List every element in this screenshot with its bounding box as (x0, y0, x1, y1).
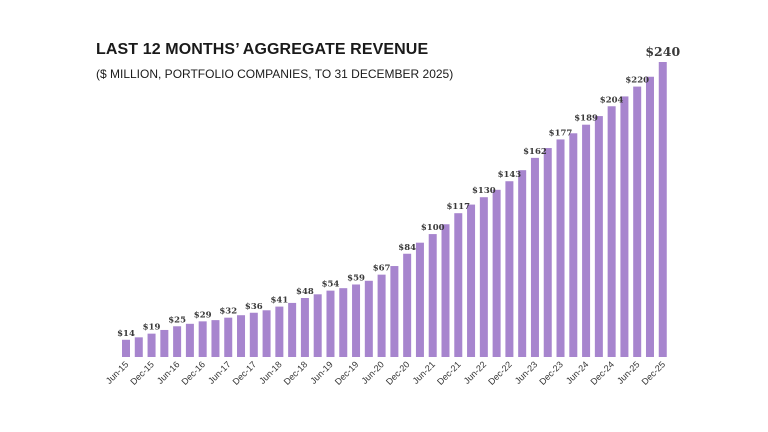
bar-Dec-15 (147, 333, 156, 357)
bar-Mar-21 (415, 242, 424, 357)
x-tick-label: Dec-18 (282, 359, 310, 387)
bar-Dec-25 (658, 62, 667, 357)
data-label: $67 (373, 264, 391, 274)
bar-Sep-21 (441, 224, 450, 357)
bar-Mar-25 (620, 96, 629, 358)
data-label: $29 (194, 310, 212, 320)
data-label: $162 (523, 147, 547, 157)
bar-Jun-20 (377, 274, 386, 357)
bar-Sep-25 (645, 76, 654, 357)
data-label: $59 (347, 273, 365, 283)
bar-Sep-19 (339, 288, 348, 357)
bar-Mar-16 (160, 329, 169, 357)
bar-Sep-24 (594, 116, 603, 357)
x-tick-label: Dec-24 (588, 359, 616, 387)
data-label: $143 (498, 170, 522, 180)
bar-Sep-17 (237, 315, 246, 357)
bar-Jun-15 (122, 339, 130, 357)
bar-Jun-16 (173, 326, 182, 357)
data-labels-group: $14 $19 $25 $29 $32 $36 $41 $48 $54 $59 $67 $84 $100… (117, 44, 680, 339)
x-tick-label: Jun-23 (513, 359, 540, 386)
x-tick-label: Dec-22 (486, 359, 514, 387)
bar-Mar-22 (467, 204, 476, 357)
bar-Mar-19 (313, 294, 322, 357)
bar-Jun-18 (275, 306, 284, 357)
bar-Dec-17 (249, 312, 258, 357)
bar-Dec-24 (607, 106, 616, 357)
data-label: $32 (219, 307, 237, 317)
bar-Jun-23 (530, 157, 539, 358)
chart-title: LAST 12 MONTHS’ AGGREGATE REVENUE (96, 41, 429, 58)
bar-Mar-20 (364, 280, 373, 357)
x-tick-label: Jun-24 (564, 359, 591, 386)
data-label: $19 (143, 323, 161, 333)
bar-Sep-16 (185, 323, 194, 357)
x-tick-label: Jun-21 (411, 359, 438, 386)
bar-Dec-22 (505, 181, 514, 357)
x-tick-label: Dec-25 (640, 359, 668, 387)
bar-Dec-21 (454, 213, 463, 357)
data-label: $84 (398, 243, 416, 253)
data-label: $189 (574, 114, 598, 124)
bar-Jun-19 (326, 290, 335, 358)
data-label: $36 (245, 302, 263, 312)
data-label: $117 (446, 202, 470, 212)
bar-Mar-18 (262, 310, 271, 357)
bar-Jun-24 (582, 124, 591, 357)
x-tick-label: Dec-16 (180, 359, 208, 387)
data-label: $54 (322, 280, 340, 290)
x-tick-label: Jun-20 (359, 359, 386, 386)
data-label: $100 (421, 223, 445, 233)
data-label: $177 (549, 128, 573, 138)
bar-Sep-15 (134, 337, 143, 357)
x-tick-label: Dec-23 (537, 359, 565, 387)
data-label: $48 (296, 287, 314, 297)
x-tick-label: Jun-16 (155, 359, 182, 386)
data-label: $220 (625, 76, 649, 86)
data-label: $41 (270, 296, 288, 306)
data-label: $25 (168, 315, 186, 325)
data-label: $130 (472, 186, 496, 196)
x-tick-label: Dec-17 (231, 359, 259, 387)
bar-Dec-16 (198, 321, 207, 357)
bar-Sep-22 (492, 189, 501, 357)
x-tick-label: Jun-15 (104, 359, 131, 386)
data-label: $204 (600, 95, 624, 105)
bar-Dec-19 (352, 284, 361, 357)
bar-Mar-17 (211, 320, 220, 358)
bar-Mar-24 (569, 133, 578, 357)
x-tick-label: Jun-22 (462, 359, 489, 386)
bar-Sep-20 (390, 266, 399, 357)
x-tick-label: Dec-20 (384, 359, 412, 387)
bar-Jun-25 (633, 86, 642, 357)
bar-Dec-20 (403, 253, 412, 357)
bar-Jun-21 (428, 234, 437, 357)
x-tick-label: Dec-15 (128, 359, 156, 387)
bars-group (122, 62, 667, 358)
bar-Jun-17 (224, 317, 233, 357)
bar-Dec-18 (300, 298, 309, 357)
bar-Sep-18 (288, 302, 297, 357)
data-label: $240 (645, 44, 680, 59)
x-tick-label: Jun-18 (257, 359, 284, 386)
bar-Mar-23 (518, 170, 527, 357)
data-label: $14 (117, 329, 135, 339)
bar-Dec-23 (556, 139, 565, 357)
x-tick-label: Jun-17 (206, 359, 233, 386)
chart-subtitle: ($ MILLION, PORTFOLIO COMPANIES, TO 31 D… (96, 67, 454, 81)
x-tick-label: Jun-25 (615, 359, 642, 386)
bar-Sep-23 (543, 148, 552, 357)
x-tick-label: Jun-19 (308, 359, 335, 386)
x-tick-label: Dec-19 (333, 359, 361, 387)
x-tick-label: Dec-21 (435, 359, 463, 387)
bar-Jun-22 (479, 197, 488, 357)
